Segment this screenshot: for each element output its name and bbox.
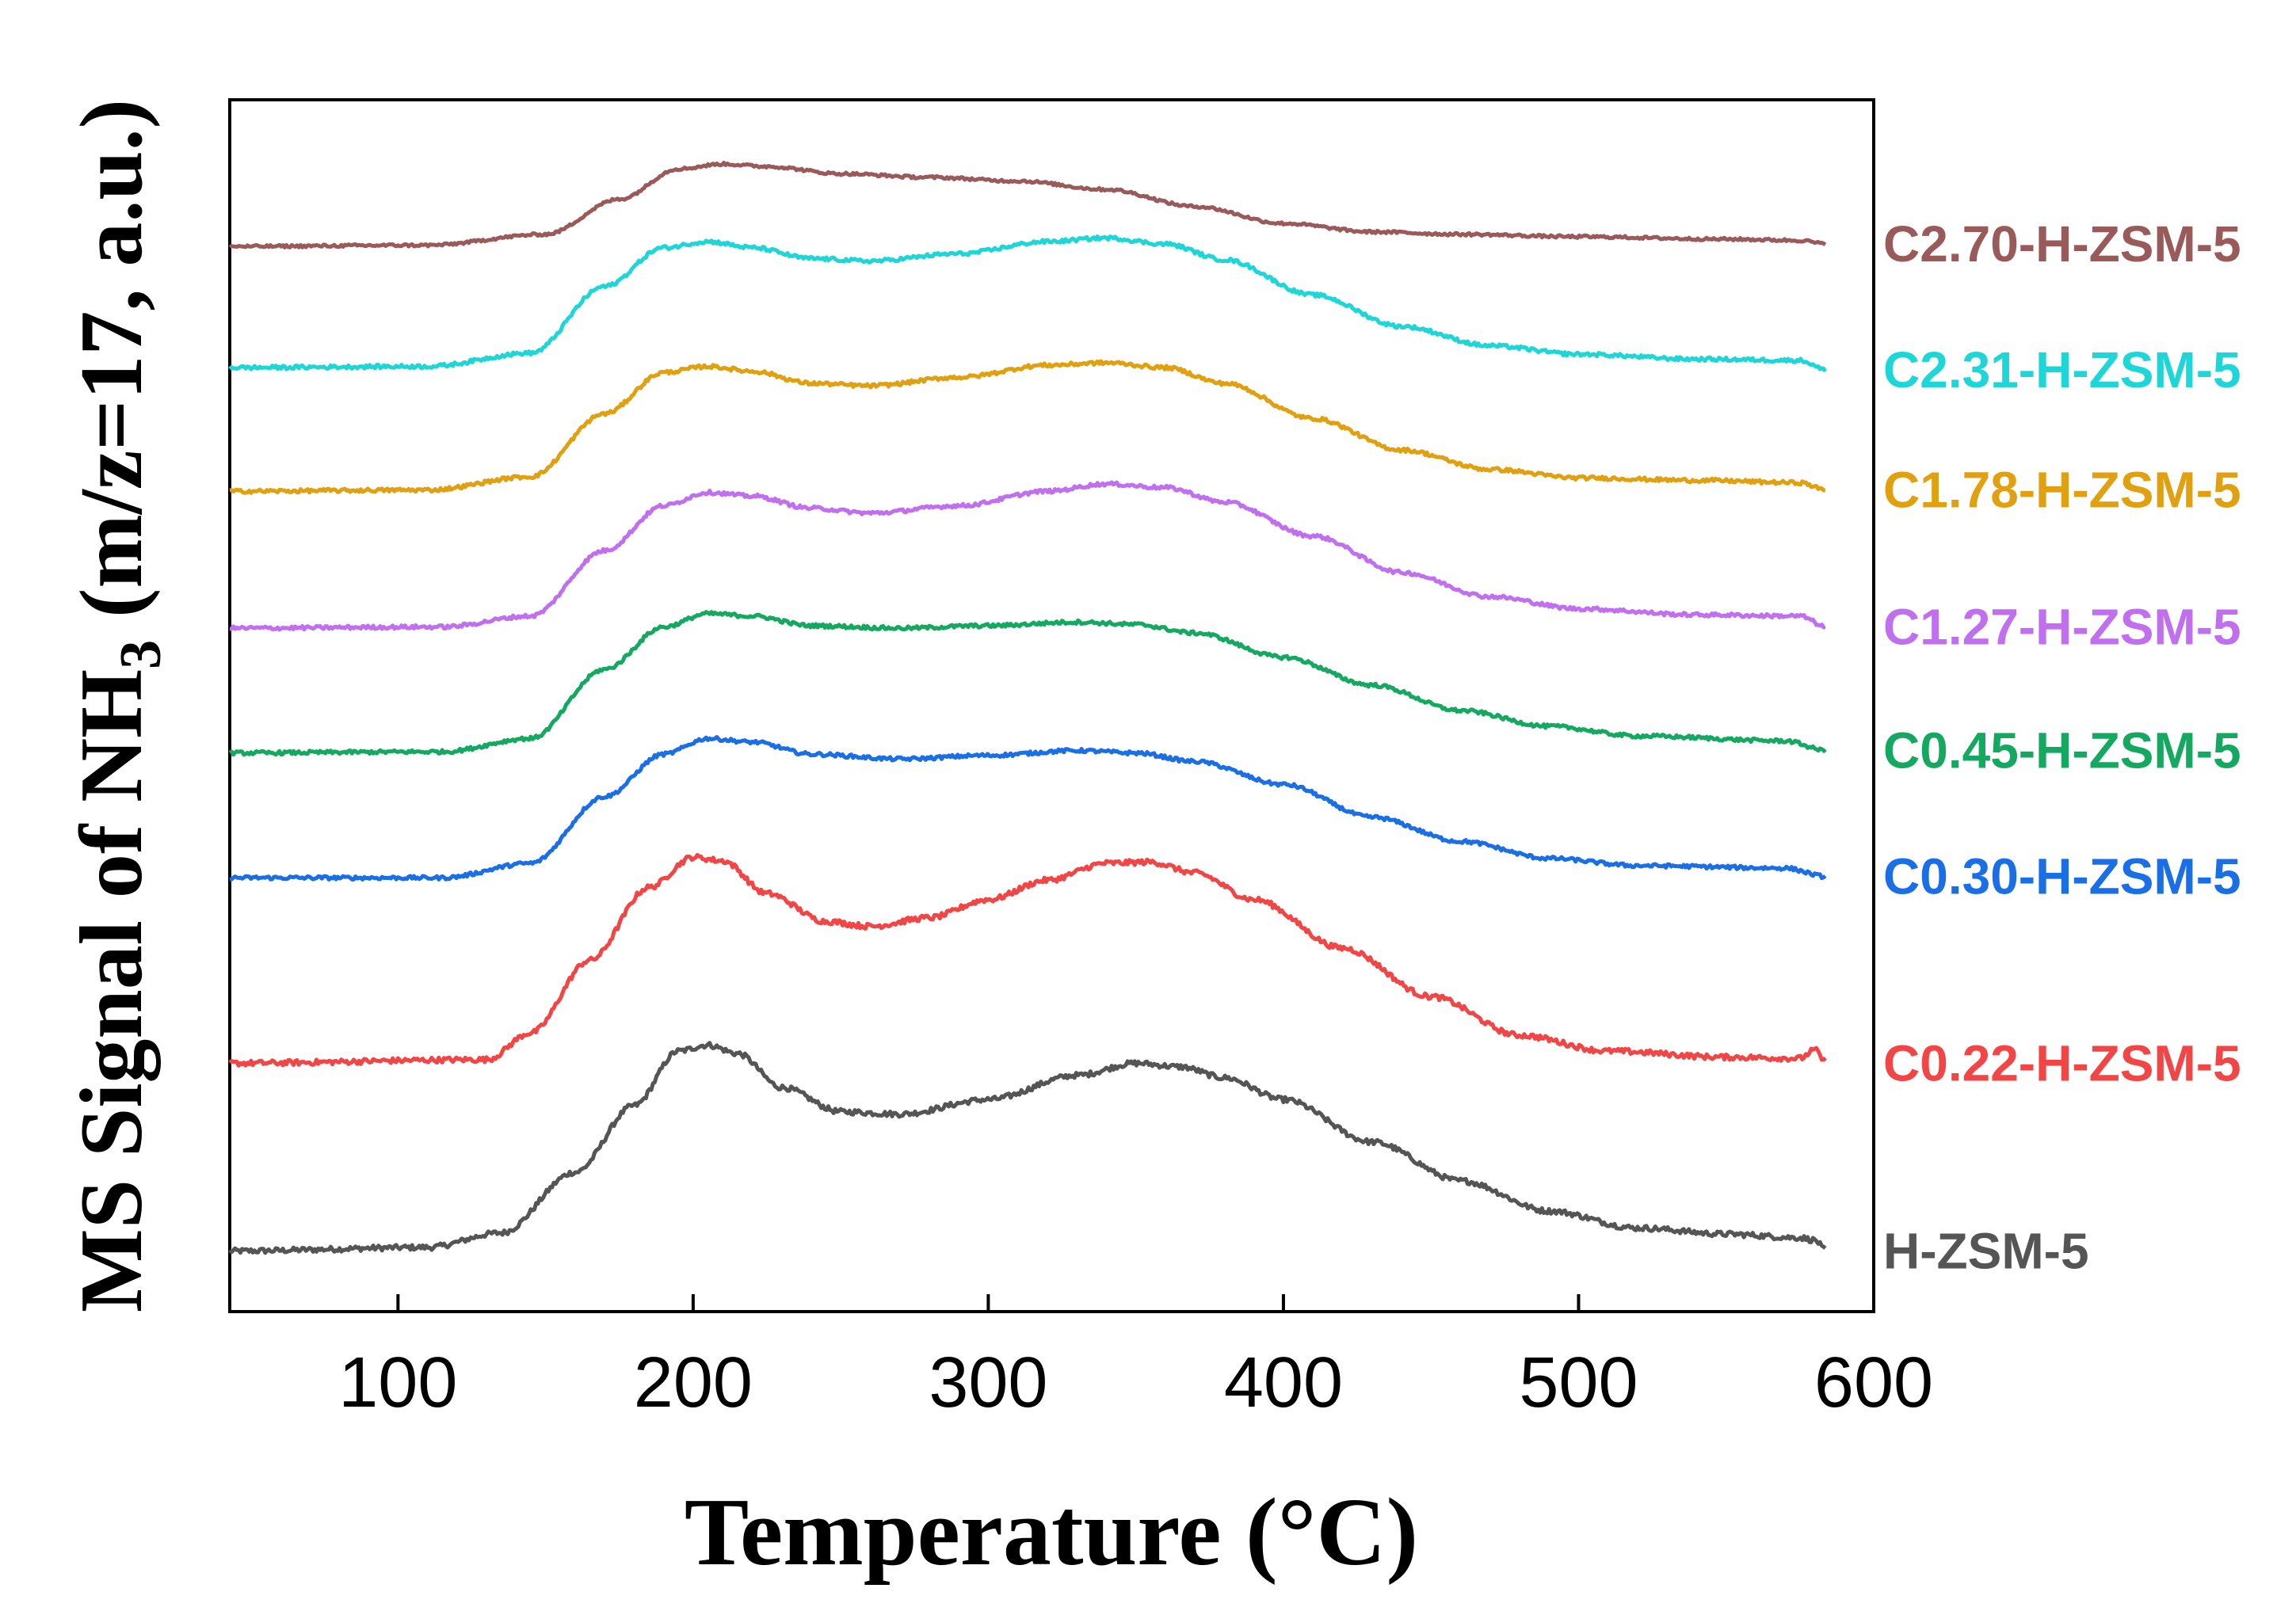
series-line-c2-31-h-zsm-5	[228, 234, 1828, 373]
x-tick-label: 100	[338, 1343, 457, 1422]
series-line-c0-22-h-zsm-5	[228, 852, 1827, 1068]
plot-frame	[228, 98, 1875, 1313]
x-tick-label: 500	[1519, 1343, 1638, 1422]
x-tick-label: 300	[929, 1343, 1047, 1422]
legend-label-c1-27-h-zsm-5: C1.27-H-ZSM-5	[1883, 599, 2241, 656]
legend-label-h-zsm-5: H-ZSM-5	[1883, 1223, 2089, 1280]
legend-label-c2-31-h-zsm-5: C2.31-H-ZSM-5	[1883, 341, 2241, 398]
series-line-c0-45-h-zsm-5	[228, 610, 1827, 757]
x-tick-label: 400	[1224, 1343, 1343, 1422]
series-labels: H-ZSM-5 C0.22-H-ZSM-5 C0.30-H-ZSM-5 C0.45-H…	[1883, 215, 2241, 1279]
y-axis-title-tail: (m/z=17, a.u.)	[63, 99, 161, 640]
y-axis-title-subscript: 3	[109, 640, 174, 669]
y-axis-title-main: MS Signal of NH	[63, 669, 161, 1312]
series-line-c0-30-h-zsm-5	[229, 735, 1827, 882]
x-axis-title: Temperature (°C)	[685, 1479, 1418, 1586]
series-lines	[228, 161, 1828, 1255]
legend-label-c0-45-h-zsm-5: C0.45-H-ZSM-5	[1883, 722, 2241, 779]
legend-label-c0-30-h-zsm-5: C0.30-H-ZSM-5	[1883, 848, 2241, 905]
legend-label-c1-78-h-zsm-5: C1.78-H-ZSM-5	[1883, 462, 2241, 519]
y-axis-title: MS Signal of NH3 (m/z=17, a.u.)	[63, 99, 174, 1312]
x-tick-label: 200	[634, 1343, 753, 1422]
series-line-h-zsm-5	[228, 1041, 1827, 1255]
series-line-c2-70-h-zsm-5	[228, 161, 1827, 249]
series-line-c1-78-h-zsm-5	[229, 359, 1826, 495]
series-line-c1-27-h-zsm-5	[229, 480, 1826, 632]
x-axis-ticks: 100 200 300 400 500 600	[338, 1294, 1933, 1422]
legend-label-c2-70-h-zsm-5: C2.70-H-ZSM-5	[1883, 215, 2241, 272]
legend-label-c0-22-h-zsm-5: C0.22-H-ZSM-5	[1883, 1034, 2241, 1091]
x-tick-label: 600	[1814, 1343, 1933, 1422]
